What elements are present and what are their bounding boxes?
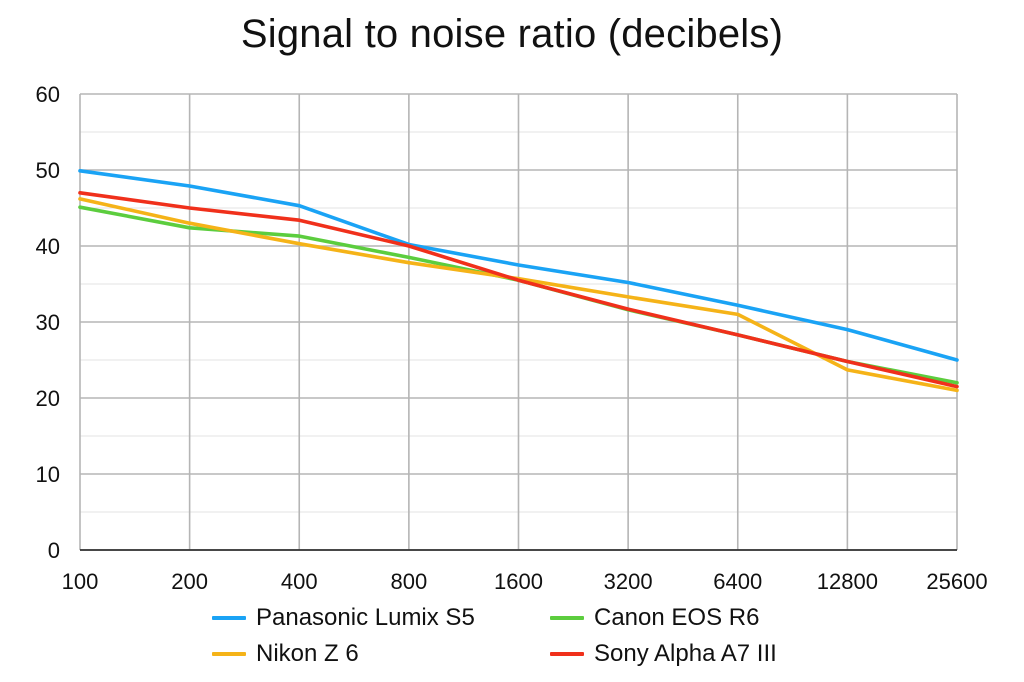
chart-title: Signal to noise ratio (decibels) xyxy=(240,12,784,56)
y-tick-label: 60 xyxy=(36,82,60,107)
y-tick-label: 10 xyxy=(36,462,60,487)
series-lines xyxy=(78,169,959,393)
legend-item: Panasonic Lumix S5 xyxy=(212,604,475,632)
x-tick-label: 200 xyxy=(171,569,208,594)
x-tick-label: 6400 xyxy=(713,569,762,594)
x-tick-label: 12800 xyxy=(817,569,878,594)
legend-label: Nikon Z 6 xyxy=(256,640,359,667)
x-tick-label: 25600 xyxy=(926,569,987,594)
legend-label: Canon EOS R6 xyxy=(594,604,760,631)
x-tick-label: 800 xyxy=(391,569,428,594)
y-tick-label: 0 xyxy=(48,538,60,563)
y-tick-labels: 0 10 20 30 40 50 60 xyxy=(36,82,60,563)
x-tick-label: 3200 xyxy=(604,569,653,594)
y-tick-label: 50 xyxy=(36,158,60,183)
x-tick-label: 100 xyxy=(62,569,99,594)
y-tick-label: 30 xyxy=(36,310,60,335)
legend-swatch xyxy=(212,616,246,620)
y-tick-label: 20 xyxy=(36,386,60,411)
legend-swatch xyxy=(212,652,246,656)
x-tick-label: 400 xyxy=(281,569,318,594)
legend-swatch xyxy=(550,616,584,620)
legend-swatch xyxy=(550,652,584,656)
legend-label: Panasonic Lumix S5 xyxy=(256,604,475,631)
legend-item: Canon EOS R6 xyxy=(550,604,759,632)
grid xyxy=(79,93,958,551)
x-tick-labels: 100 200 400 800 1600 3200 6400 12800 25600 xyxy=(62,569,988,594)
legend-label: Sony Alpha A7 III xyxy=(594,640,777,667)
series-line xyxy=(78,191,959,389)
y-tick-label: 40 xyxy=(36,234,60,259)
x-tick-label: 1600 xyxy=(494,569,543,594)
series-line xyxy=(78,169,959,362)
legend-item: Sony Alpha A7 III xyxy=(550,640,777,668)
legend-item: Nikon Z 6 xyxy=(212,640,359,668)
